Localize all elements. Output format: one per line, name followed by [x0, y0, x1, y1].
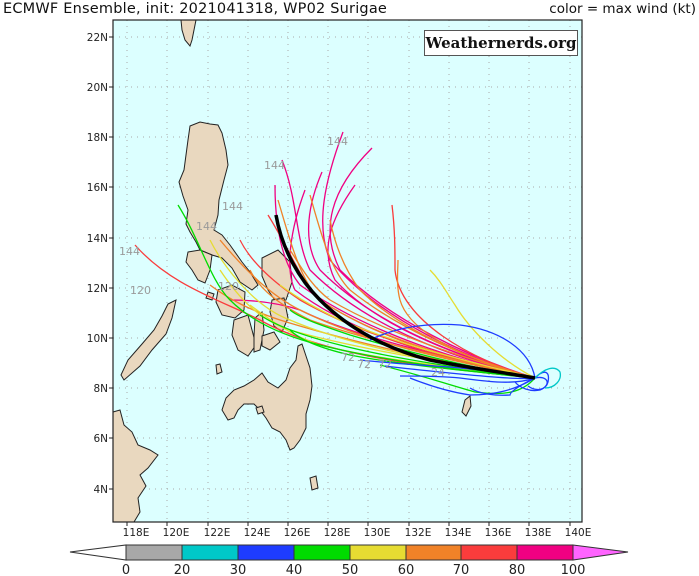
svg-text:120: 120: [130, 284, 151, 297]
svg-text:144: 144: [264, 159, 285, 172]
lat-tick: 14N: [87, 233, 108, 245]
colorbar-low-arrow: [69, 544, 127, 561]
lon-tick: 122E: [204, 527, 231, 539]
svg-text:144: 144: [327, 135, 348, 148]
land: [112, 19, 472, 523]
svg-text:100: 100: [561, 563, 586, 576]
land-luzon: [178, 121, 259, 291]
lat-tick: 16N: [87, 182, 108, 194]
lat-tick: 10N: [87, 333, 108, 345]
svg-text:40: 40: [286, 563, 303, 576]
map-frame: [112, 19, 583, 523]
colorbar-bin-40-50: [293, 544, 351, 561]
colorbar-bin-70-80: [460, 544, 518, 561]
svg-text:120: 120: [218, 280, 239, 293]
lat-axis: 22N 20N 18N 16N 14N 12N 10N 8N 6N 4N: [87, 32, 108, 496]
ensemble-tracks: [134, 131, 561, 396]
colorbar-bin-20-30: [181, 544, 239, 561]
lon-tick: 138E: [525, 527, 552, 539]
colorbar-labels: 0 20 30 40 50 60 70 80 100: [122, 563, 586, 576]
colorbar-bin-60-70: [405, 544, 462, 561]
svg-text:72: 72: [378, 358, 392, 371]
lat-tick: 20N: [87, 82, 108, 94]
lon-tick: 132E: [405, 527, 432, 539]
land-negros: [231, 314, 257, 357]
land-taiwan: [180, 19, 197, 48]
land-island: [309, 475, 319, 491]
land-island: [255, 405, 265, 415]
lon-tick: 130E: [364, 527, 391, 539]
colorbar-bin-30-40: [237, 544, 295, 561]
land-mindanao: [221, 343, 313, 451]
svg-text:30: 30: [230, 563, 247, 576]
ensemble-mean-track: [274, 214, 536, 380]
land-palawan: [120, 299, 177, 381]
svg-text:70: 70: [453, 563, 470, 576]
lon-tick: 124E: [244, 527, 271, 539]
lat-tick: 22N: [87, 32, 108, 44]
lon-tick: 134E: [445, 527, 472, 539]
svg-text:0: 0: [122, 563, 130, 576]
svg-text:24: 24: [431, 366, 445, 379]
svg-text:60: 60: [398, 563, 415, 576]
land-borneo: [112, 409, 159, 523]
lon-tick: 128E: [324, 527, 351, 539]
lon-tick: 140E: [565, 527, 592, 539]
land-island: [215, 363, 223, 375]
lat-tick: 12N: [87, 283, 108, 295]
color-legend-caption: color = max wind (kt): [549, 1, 696, 17]
colorbar-bin-50-60: [349, 544, 407, 561]
lat-tick: 4N: [93, 484, 108, 496]
svg-text:144: 144: [222, 200, 243, 213]
watermark-badge: Weathernerds.org: [424, 30, 578, 56]
svg-text:72: 72: [357, 358, 371, 371]
land-island: [461, 395, 472, 417]
colorbar-bin-0-20: [125, 544, 183, 561]
forecast-hour-labels: 144 144 144 144 144 120 120 72 72 72 24: [119, 135, 445, 379]
lon-axis: 118E 120E 122E 124E 126E 128E 130E 132E …: [123, 527, 592, 539]
svg-text:20: 20: [174, 563, 191, 576]
colorbar-bin-80-100: [516, 544, 574, 561]
chart-title: ECMWF Ensemble, init: 2021041318, WP02 S…: [3, 1, 388, 17]
svg-text:144: 144: [119, 245, 140, 258]
lat-tick: 6N: [93, 433, 108, 445]
colorbar-high-arrow: [572, 544, 629, 561]
land-bohol: [261, 331, 281, 351]
lon-tick: 126E: [284, 527, 311, 539]
svg-text:80: 80: [509, 563, 526, 576]
lon-tick: 136E: [485, 527, 512, 539]
svg-text:72: 72: [341, 351, 355, 364]
lat-tick: 8N: [93, 383, 108, 395]
svg-text:50: 50: [342, 563, 359, 576]
lon-tick: 118E: [123, 527, 150, 539]
lat-tick: 18N: [87, 132, 108, 144]
svg-text:144: 144: [196, 220, 217, 233]
lon-tick: 120E: [163, 527, 190, 539]
colorbar: [69, 544, 629, 561]
